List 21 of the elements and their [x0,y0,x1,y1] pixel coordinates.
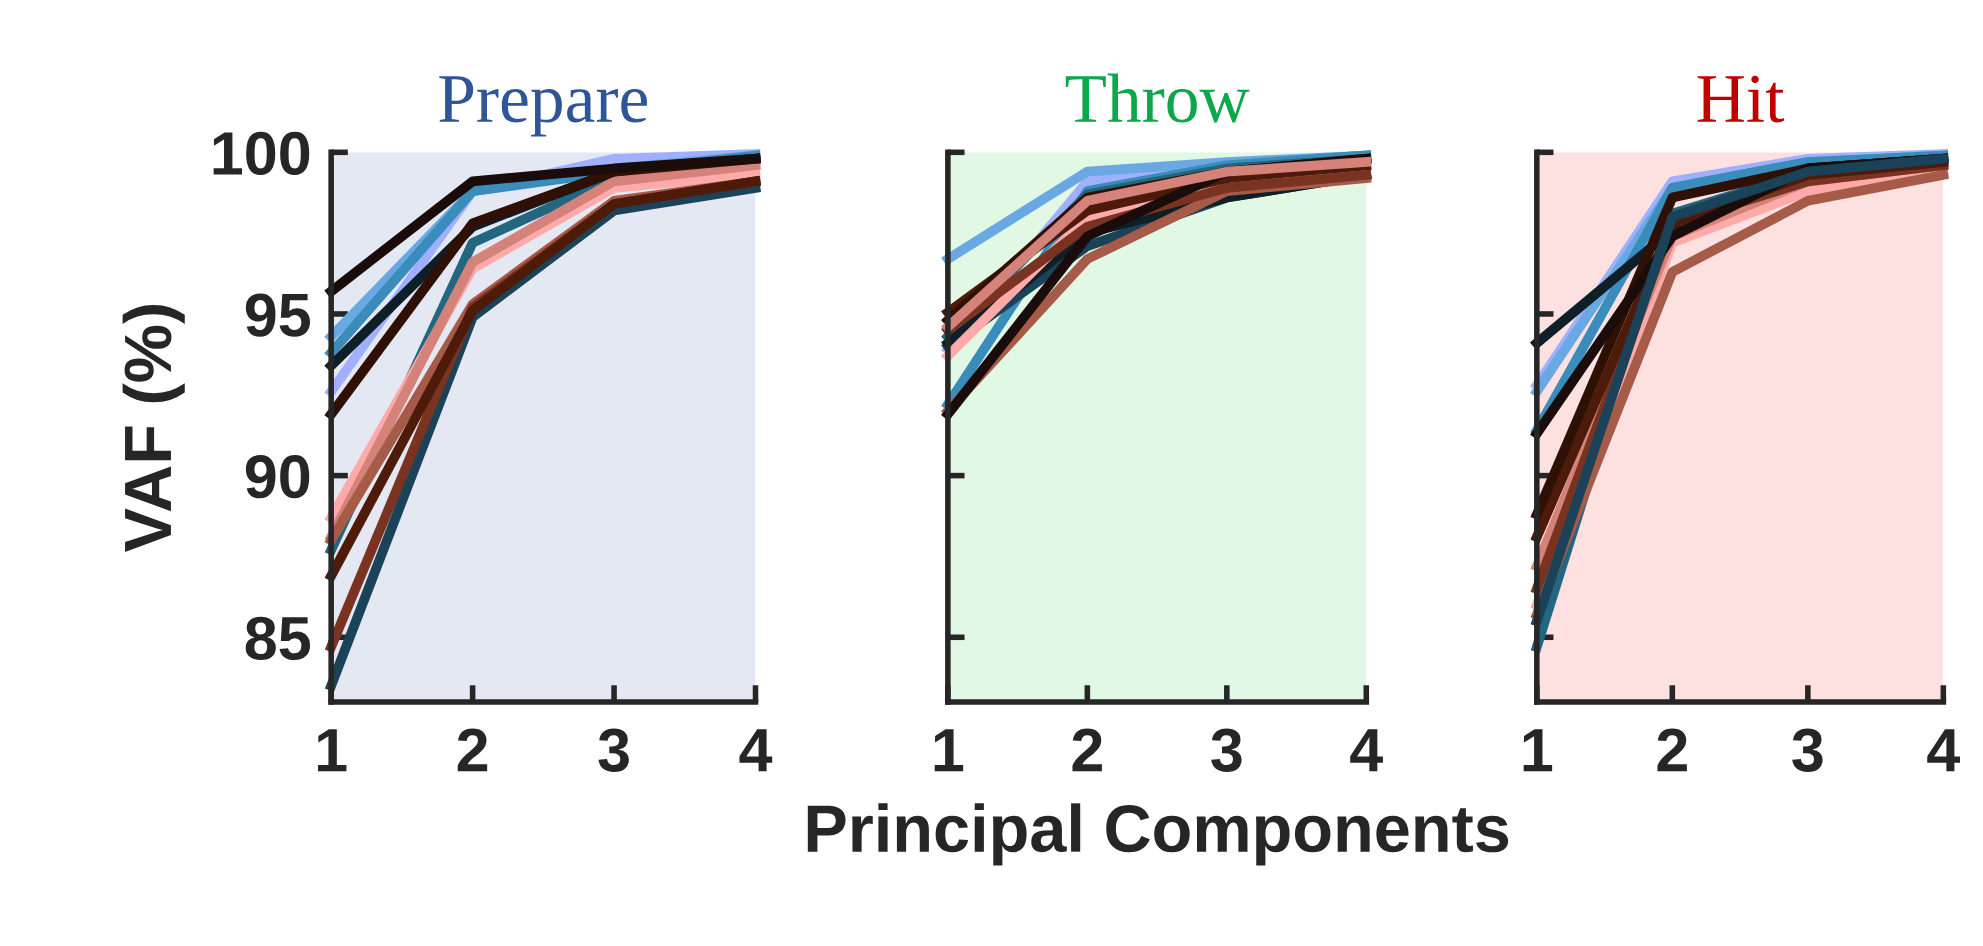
chart-title: Prepare [439,76,647,137]
x-tick-label: 2 [1072,728,1102,772]
x-tick-label: 3 [1792,728,1823,772]
chart-title: Hit [1697,75,1785,123]
x-tick-label: 1 [934,729,964,772]
x-tick-label: 3 [598,728,629,772]
x-tick-label: 2 [457,728,488,772]
x-tick-label: 1 [1523,729,1553,772]
x-tick-label: 4 [739,729,773,772]
y-tick-label: 100 [213,131,310,176]
x-tick-label: 4 [1350,729,1383,772]
x-tick-label: 3 [1211,728,1242,772]
y-axis-title: VAF (%) [122,305,185,552]
x-axis-title: Principal Components [807,803,1509,866]
y-tick-label: 95 [245,293,311,337]
y-tick-label: 85 [245,616,311,661]
x-tick-label: 2 [1657,728,1687,772]
chart-title: Throw [1065,73,1250,123]
y-tick-label: 90 [245,455,310,499]
x-tick-label: 4 [1927,729,1961,772]
x-tick-label: 1 [318,729,347,772]
